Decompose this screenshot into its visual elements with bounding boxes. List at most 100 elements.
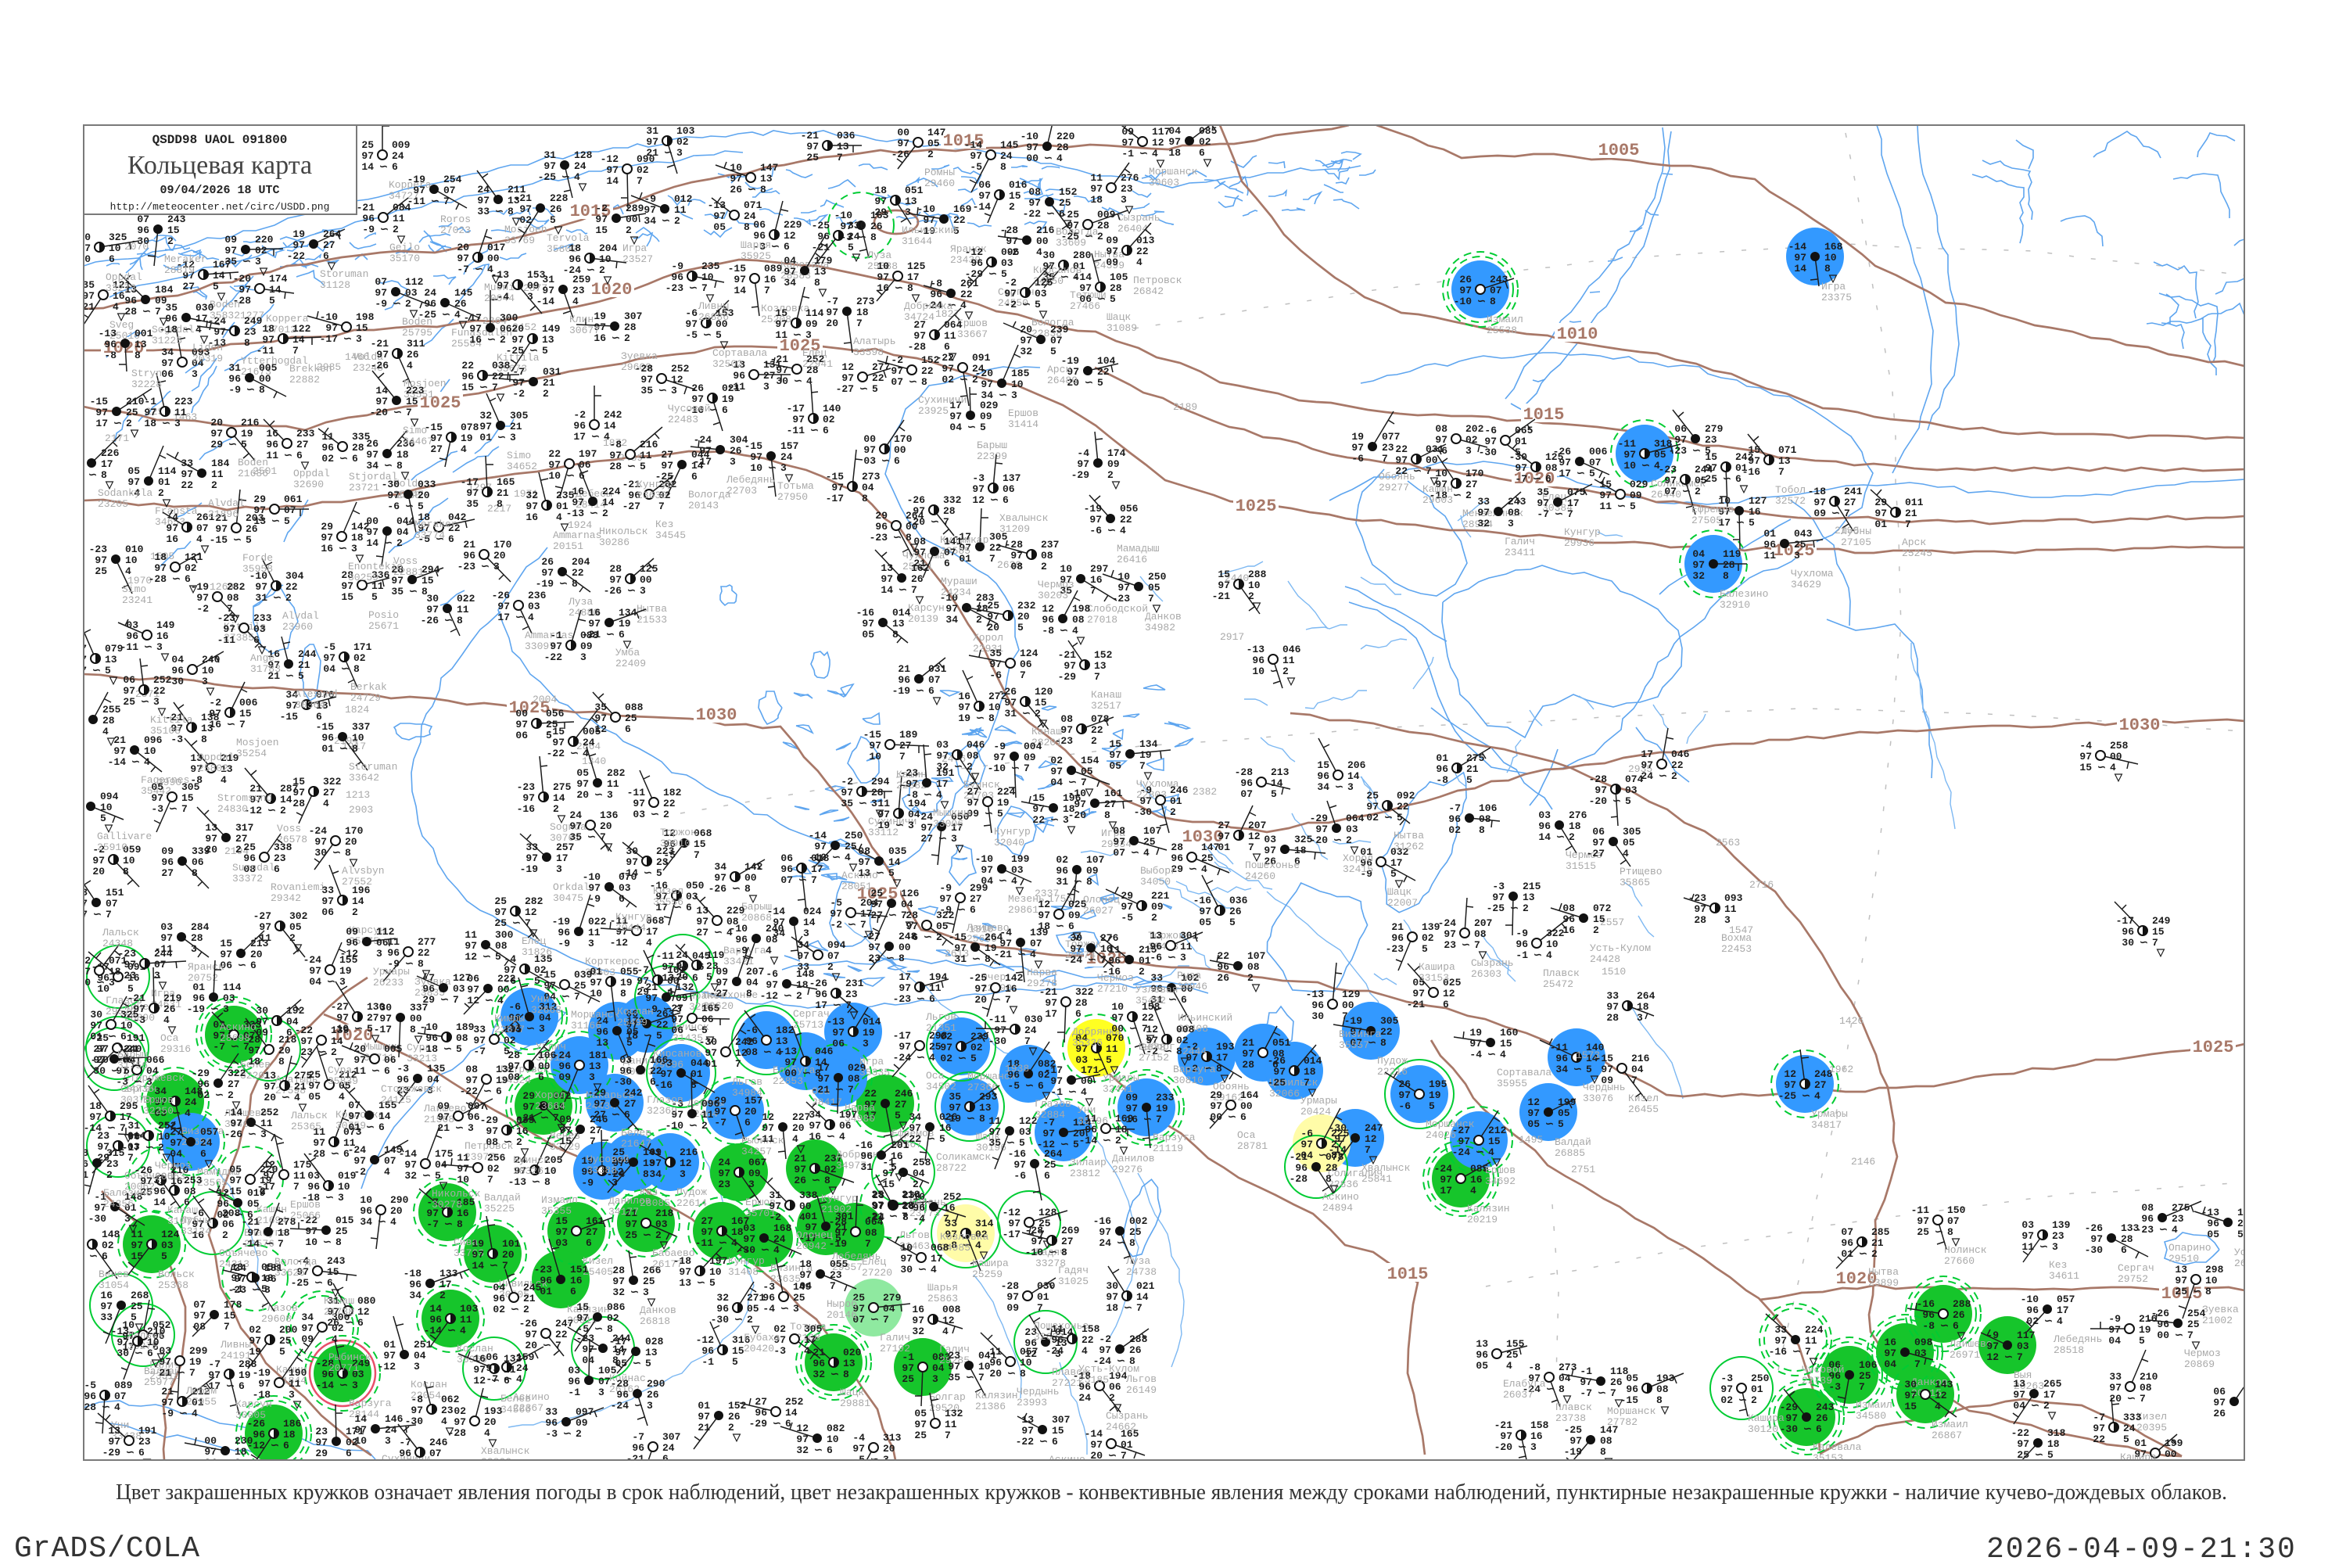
- svg-text:∽: ∽: [1124, 1302, 1132, 1314]
- svg-text:∽: ∽: [627, 585, 636, 597]
- svg-text:1924: 1924: [568, 519, 592, 531]
- svg-text:079727079135: 079727079135: [74, 643, 123, 676]
- svg-text:∽: ∽: [227, 719, 235, 730]
- svg-text:∽: ∽: [612, 1109, 620, 1121]
- svg-text:∽: ∽: [282, 1092, 290, 1103]
- svg-text:∽: ∽: [1097, 293, 1106, 305]
- svg-text:∽: ∽: [859, 798, 867, 809]
- svg-text:∽: ∽: [644, 1030, 652, 1042]
- svg-text:1025: 1025: [780, 336, 821, 356]
- svg-text:∽: ∽: [1546, 1383, 1555, 1395]
- svg-text:∽: ∽: [1228, 1111, 1236, 1123]
- svg-text:1970: 1970: [127, 575, 152, 587]
- svg-text:▽: ▽: [231, 613, 240, 625]
- svg-text:∽: ∽: [917, 993, 925, 1005]
- svg-text:∽: ∽: [134, 1076, 142, 1088]
- svg-text:∽: ∽: [663, 1003, 672, 1015]
- svg-text:▽: ▽: [892, 877, 902, 889]
- svg-text:∽: ∽: [784, 990, 792, 1002]
- svg-text:∽: ∽: [142, 306, 151, 318]
- svg-text:∽: ∽: [238, 960, 246, 971]
- svg-text:2026-04-09-21:30: 2026-04-09-21:30: [1986, 1533, 2297, 1564]
- svg-text:▽: ▽: [2114, 772, 2123, 784]
- svg-text:1466: 1466: [345, 351, 369, 363]
- svg-text:∽: ∽: [436, 533, 444, 545]
- svg-text:∽: ∽: [1085, 231, 1093, 242]
- svg-text:▽: ▽: [400, 470, 410, 482]
- svg-text:∽: ∽: [96, 977, 105, 989]
- svg-text:∽: ∽: [643, 1229, 651, 1241]
- svg-text:▽: ▽: [1111, 479, 1121, 491]
- svg-text:∽: ∽: [380, 224, 389, 235]
- svg-text:∽: ∽: [1453, 490, 1462, 501]
- svg-text:1827: 1827: [935, 308, 960, 320]
- svg-text:∽: ∽: [1533, 473, 1541, 485]
- svg-text:Арск26187: Арск26187: [280, 1458, 310, 1480]
- svg-text:∽: ∽: [252, 1284, 260, 1296]
- svg-text:∽: ∽: [1017, 949, 1026, 960]
- svg-text:▽: ▽: [1110, 1064, 1119, 1076]
- svg-text:∽: ∽: [662, 215, 670, 227]
- svg-text:2194: 2194: [224, 845, 249, 857]
- svg-text:∽: ∽: [2175, 1329, 2183, 1341]
- svg-text:∽: ∽: [823, 1233, 831, 1244]
- svg-text:∽: ∽: [455, 1122, 464, 1134]
- svg-text:∽: ∽: [1335, 781, 1343, 793]
- svg-text:▽: ▽: [1809, 1356, 1818, 1368]
- svg-text:1213: 1213: [346, 789, 370, 801]
- svg-text:∽: ∽: [444, 615, 453, 626]
- svg-text:∽: ∽: [2140, 937, 2148, 949]
- svg-text:∽: ∽: [594, 789, 603, 801]
- svg-text:∽: ∽: [633, 1358, 641, 1369]
- svg-text:∽: ∽: [1044, 152, 1053, 164]
- svg-text:∽: ∽: [1738, 1394, 1747, 1406]
- svg-text:2639: 2639: [997, 559, 1021, 571]
- svg-text:∽: ∽: [2097, 762, 2106, 773]
- svg-text:∽: ∽: [832, 852, 841, 863]
- svg-text:∽: ∽: [734, 1314, 743, 1326]
- svg-text:∽: ∽: [761, 1244, 769, 1256]
- svg-text:▽: ▽: [259, 266, 268, 278]
- svg-text:∽: ∽: [1692, 445, 1701, 457]
- svg-text:▽: ▽: [828, 1185, 838, 1197]
- svg-text:∽: ∽: [1556, 831, 1565, 843]
- svg-text:▽: ▽: [1492, 1157, 1501, 1168]
- svg-text:∽: ∽: [354, 1023, 363, 1035]
- svg-text:∽: ∽: [2127, 1393, 2136, 1405]
- svg-text:∽: ∽: [895, 282, 903, 294]
- svg-text:∽: ∽: [2044, 1315, 2053, 1327]
- svg-text:∽: ∽: [967, 1113, 975, 1125]
